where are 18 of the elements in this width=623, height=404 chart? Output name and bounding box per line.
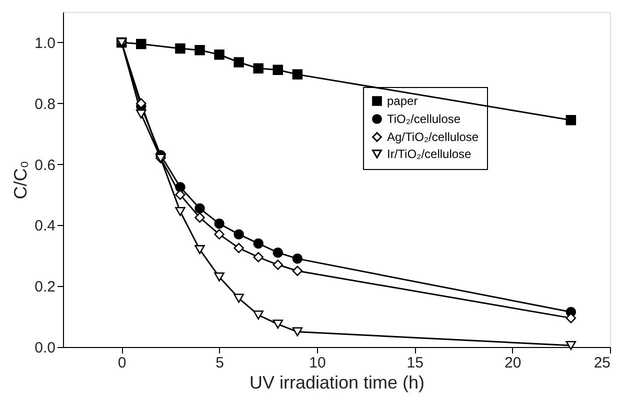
x-tick-label: 20 [504,354,522,372]
x-tick-label: 25 [594,354,610,372]
x-tick-label: 0 [118,354,126,372]
legend-label: paper [387,94,418,108]
legend-label: Ir/TiO₂/cellulose [387,147,472,161]
y-tick-label: 0.8 [34,96,56,113]
y-tick-label: 0.0 [34,340,56,356]
x-tick-label: 10 [309,354,326,372]
y-tick-label: 0.6 [34,156,56,174]
legend-label: TiO₂/cellulose [387,112,461,126]
x-tick-label: 5 [216,354,224,372]
x-axis-title: UV irradiation time (h) [249,372,425,392]
legend-label: Ag/TiO₂/cellulose [387,130,479,144]
y-axis-title: C/C₀ [10,160,31,200]
y-tick-label: 1.0 [34,34,56,52]
y-tick-label: 0.4 [34,218,56,235]
y-tick-label: 0.2 [34,278,56,296]
x-tick-label: 15 [406,354,424,372]
